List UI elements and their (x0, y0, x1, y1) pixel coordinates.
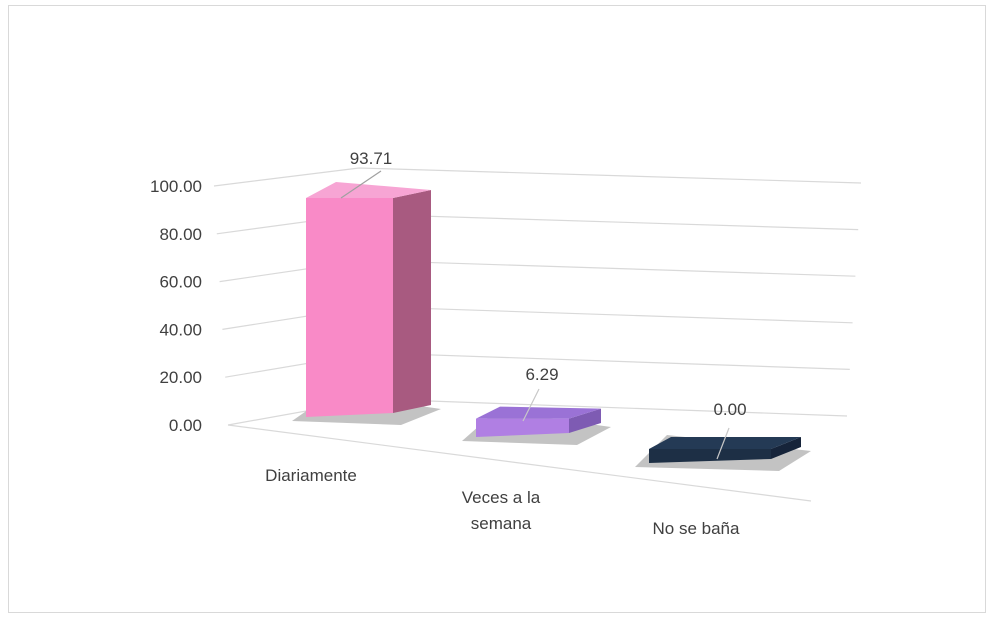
bar-2 (635, 435, 811, 471)
chart-frame: 0.00 20.00 40.00 60.00 80.00 100.00 93.71 6.29… (8, 5, 986, 613)
bar-1 (462, 406, 611, 445)
y-tick-label: 60.00 (159, 273, 202, 292)
bar-side (569, 408, 601, 433)
x-tick-label: Veces a la semana (462, 488, 541, 533)
y-tick-label: 80.00 (159, 225, 202, 244)
x-tick-line: semana (471, 514, 532, 533)
x-axis-tick-labels: Diariamente Veces a la semana No se baña (265, 466, 740, 538)
bar-front (476, 418, 569, 437)
bar-side (393, 190, 431, 413)
bar-front (306, 198, 393, 417)
y-axis-tick-labels: 0.00 20.00 40.00 60.00 80.00 100.00 (150, 177, 202, 435)
data-label: 0.00 (713, 400, 746, 419)
floor-edge (227, 424, 812, 502)
x-tick-line: No se baña (653, 519, 740, 538)
bar-top (306, 182, 431, 198)
data-label: 93.71 (350, 149, 393, 168)
y-tick-label: 40.00 (159, 320, 202, 339)
bar-side (771, 437, 801, 459)
y-tick-label: 100.00 (150, 177, 202, 196)
y-tick-label: 20.00 (159, 368, 202, 387)
bars (292, 182, 811, 471)
leader-line (522, 388, 540, 422)
bar-0 (292, 182, 441, 425)
data-labels: 93.71 6.29 0.00 (340, 149, 747, 460)
bar-chart-3d: 0.00 20.00 40.00 60.00 80.00 100.00 93.71 6.29… (150, 149, 862, 538)
bar-front (649, 449, 771, 463)
bar-top (476, 406, 601, 419)
data-label: 6.29 (525, 365, 558, 384)
leader-line (716, 427, 730, 460)
leader-line (340, 170, 382, 199)
x-tick-line: Diariamente (265, 466, 357, 485)
x-tick-label: No se baña (653, 519, 740, 538)
x-tick-line: Veces a la (462, 488, 541, 507)
bar-top (649, 437, 801, 449)
y-tick-label: 0.00 (169, 416, 202, 435)
x-tick-label: Diariamente (265, 466, 357, 485)
gridline-5 (213, 167, 862, 187)
